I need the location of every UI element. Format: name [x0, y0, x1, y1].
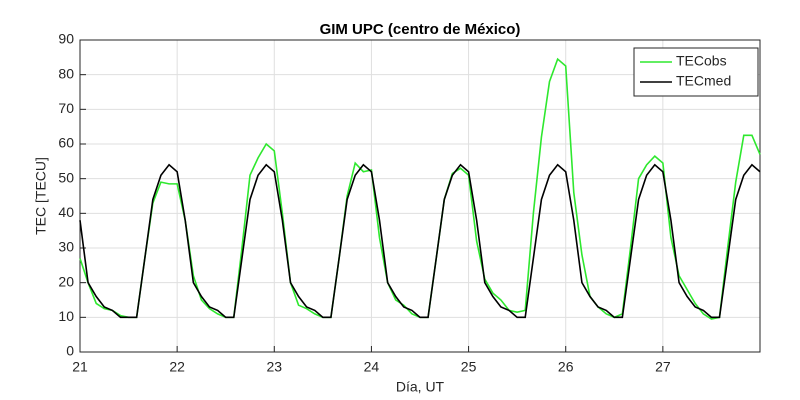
x-tick-label: 26 [558, 359, 574, 375]
data-line [79, 163, 761, 319]
x-tick-label: 25 [461, 359, 477, 375]
plot-frame [79, 39, 761, 353]
legend-label: TECobs [676, 53, 727, 69]
y-tick-label: 20 [58, 273, 74, 289]
x-tick-label: 27 [655, 359, 671, 375]
y-tick-label: 0 [66, 343, 74, 359]
y-tick-label: 50 [58, 169, 74, 185]
y-tick-label: 40 [58, 204, 74, 220]
x-tick-label: 23 [266, 359, 282, 375]
legend-box [633, 47, 759, 97]
x-tick-label: 21 [72, 359, 88, 375]
legend-label: TECmed [676, 73, 731, 89]
x-axis-label: Día, UT [396, 379, 445, 395]
y-tick-label: 70 [58, 100, 74, 116]
y-tick-label: 30 [58, 239, 74, 255]
y-axis-label: TEC [TECU] [33, 157, 49, 235]
x-tick-label: 24 [364, 359, 380, 375]
y-tick-label: 90 [58, 31, 74, 47]
y-tick-label: 10 [58, 308, 74, 324]
x-tick-label: 22 [169, 359, 185, 375]
chart-title: GIM UPC (centro de México) [320, 21, 521, 38]
y-tick-label: 80 [58, 65, 74, 81]
y-tick-label: 60 [58, 135, 74, 151]
